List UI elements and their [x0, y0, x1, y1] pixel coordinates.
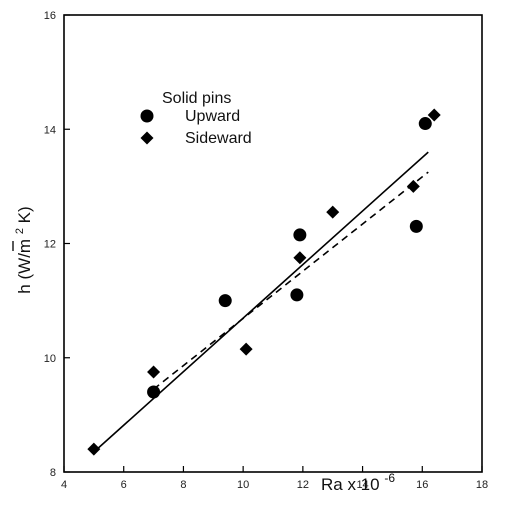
legend-marker-upward: [140, 109, 154, 123]
y-axis-title-tail: K): [15, 206, 34, 223]
data-points-layer: [87, 108, 441, 456]
y-axis-title-main: h (W/m: [15, 239, 34, 294]
x-tick-label: 14: [356, 479, 368, 491]
y-tick-label: 8: [50, 467, 56, 479]
legend-items: Upward Sideward: [140, 108, 252, 147]
upward-point: [218, 294, 232, 308]
upward-point: [409, 219, 423, 233]
upward-point: [147, 385, 161, 399]
y-tick-label: 12: [44, 239, 56, 251]
sideward-point: [427, 108, 441, 122]
x-tick-label: 4: [61, 479, 67, 491]
y-tick-label: 16: [44, 10, 56, 22]
plot-frame: [63, 14, 483, 473]
upward-point: [293, 228, 307, 242]
legend-label-sideward: Sideward: [185, 130, 252, 147]
sideward-point: [293, 251, 307, 265]
y-axis-title-superscript: 2: [14, 228, 26, 234]
fit-line-solid: [93, 151, 429, 453]
x-tick-label: 16: [416, 479, 428, 491]
legend: Solid pins Upward Sideward: [140, 90, 252, 147]
x-axis-title-main: Ra x 10: [321, 475, 380, 494]
upward-point: [290, 288, 304, 302]
ticks-layer: 4 6 8 10 12 14 16 18 8 10 12 14 16: [44, 10, 488, 491]
sideward-point: [326, 205, 340, 219]
y-axis-title: h (W/m 2 K): [8, 206, 34, 293]
plot-frame-layer: [63, 14, 483, 473]
x-axis-title-superscript: -6: [384, 471, 395, 485]
upward-point: [418, 117, 432, 131]
y-tick-label: 14: [44, 124, 56, 136]
x-tick-label: 18: [476, 479, 488, 491]
x-axis-title: Ra x 10 -6: [321, 471, 395, 494]
fit-line-dashed: [153, 171, 429, 390]
x-tick-label: 6: [121, 479, 127, 491]
legend-label-upward: Upward: [185, 108, 240, 125]
sideward-point: [87, 442, 101, 456]
fit-lines-layer: [93, 151, 429, 453]
sideward-point: [147, 365, 161, 379]
x-tick-label: 8: [180, 479, 186, 491]
sideward-point: [406, 179, 420, 193]
legend-marker-sideward: [140, 131, 154, 145]
sideward-point: [239, 342, 253, 356]
x-tick-label: 10: [237, 479, 249, 491]
y-tick-label: 10: [44, 353, 56, 365]
x-tick-label: 12: [297, 479, 309, 491]
legend-title: Solid pins: [162, 90, 231, 107]
